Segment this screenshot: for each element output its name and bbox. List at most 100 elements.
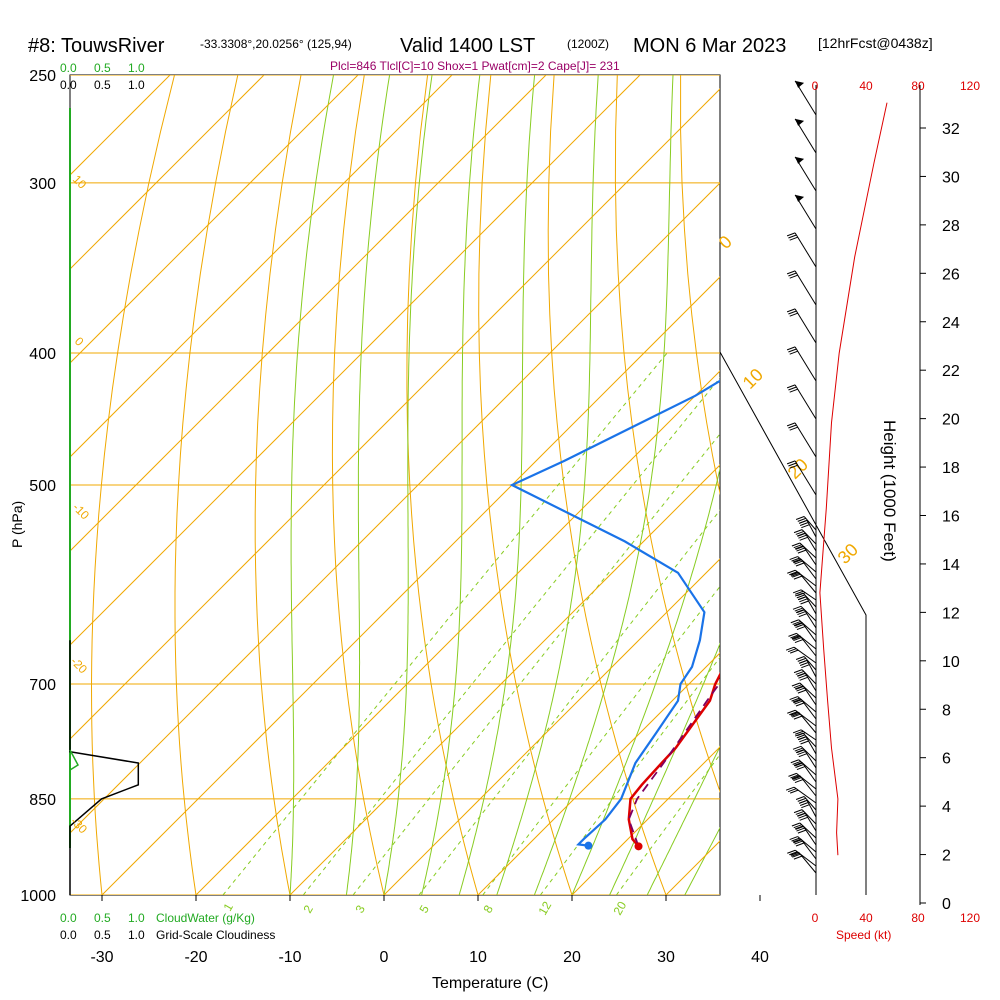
wind-barb-feather <box>787 788 797 793</box>
wind-barb-feather <box>790 774 799 779</box>
wind-barb-feather <box>795 764 804 768</box>
wind-barb-feather <box>789 649 799 654</box>
height-tick-label: 30 <box>942 169 960 186</box>
wind-barb-feather <box>789 711 798 716</box>
wind-barb-feather <box>799 676 808 681</box>
surface-temperature-dot <box>634 842 643 851</box>
wind-barb <box>798 519 817 538</box>
wind-barb-feather <box>799 802 809 806</box>
pressure-ticks: 250 300 400 500 700 850 1000 <box>20 68 56 905</box>
speed-tick: 80 <box>911 911 925 925</box>
height-tick-label: 26 <box>942 266 960 283</box>
pressure-tick-label: 300 <box>29 176 56 193</box>
moist-adiabat-line <box>383 75 433 895</box>
speed-scale-top: 0 40 80 120 <box>812 79 981 93</box>
wind-barb-feather <box>796 687 805 692</box>
wind-barb-feather <box>789 556 798 561</box>
wind-barb-feather <box>799 738 808 743</box>
temperature-tick-label: -10 <box>278 949 301 966</box>
zulu-time: (1200Z) <box>567 37 609 51</box>
cloudiness-tick: 0.5 <box>94 78 111 92</box>
wind-barb-shaft <box>800 838 817 860</box>
wind-barb-feather <box>795 749 805 753</box>
wind-barb <box>794 685 817 706</box>
mixing-ratio-label: 12 <box>535 899 554 918</box>
wind-barb-flag <box>795 80 805 88</box>
wind-barb-feather <box>796 532 806 537</box>
wind-barb <box>791 822 817 839</box>
wind-barb-feather <box>789 789 799 794</box>
wind-barb-feather <box>793 669 803 674</box>
wind-barb-feather <box>788 632 797 637</box>
speed-tick: 0 <box>812 911 819 925</box>
wind-barb-feather <box>795 562 805 567</box>
wind-barb-feather <box>786 346 796 351</box>
dry-adiabat-line <box>90 75 175 895</box>
isotherm-line <box>70 88 720 740</box>
wind-barb-shaft <box>794 346 817 382</box>
wind-barb-feather <box>797 797 806 802</box>
wind-barb-feather <box>788 772 797 777</box>
dry-adiabat-line <box>547 75 667 895</box>
wind-barb-feather <box>794 732 804 737</box>
wind-barb-feather <box>796 734 805 739</box>
wind-barb-feather <box>793 824 802 829</box>
wind-barb-feather <box>793 777 802 782</box>
wind-barb-feather <box>789 236 798 241</box>
wind-barb-shaft <box>801 809 817 825</box>
wind-barb <box>791 775 817 797</box>
wind-barb-feather <box>797 736 807 741</box>
wind-barb-shaft <box>794 308 817 344</box>
cloud-scale-bottom: 0.0 0.5 1.0 CloudWater (g/Kg) 0.0 0.5 1.… <box>60 911 275 942</box>
wind-barb-feather <box>798 519 808 524</box>
wind-barb-feather <box>789 426 798 431</box>
height-tick-label: 14 <box>942 557 960 574</box>
wind-barb-feather <box>797 596 807 601</box>
wind-barb-feather <box>798 659 808 664</box>
wind-barb <box>785 786 817 804</box>
wind-barb-feather <box>789 312 798 317</box>
height-tick-label: 32 <box>942 121 960 138</box>
wind-barb-shaft <box>802 592 817 608</box>
wind-barb-shaft <box>803 516 817 531</box>
wind-barb <box>791 542 817 559</box>
wind-barb <box>796 812 817 832</box>
wind-barb <box>794 118 817 154</box>
temperature-tick-label: 10 <box>469 949 487 966</box>
wind-barb-feather <box>798 799 808 804</box>
wind-barb <box>795 516 817 531</box>
wind-barb-feather <box>789 696 798 701</box>
wind-barb-feather <box>793 839 802 844</box>
wind-barb-feather <box>796 594 805 599</box>
wind-barb-shaft <box>803 609 817 629</box>
mixing-ratio-lines <box>222 352 720 895</box>
wind-barb-feather <box>792 729 802 734</box>
wind-barb <box>786 422 817 458</box>
mixing-ratio-line <box>540 656 720 895</box>
isotherm-label: -30 <box>68 814 90 836</box>
wind-barb <box>796 532 817 552</box>
pressure-tick-label: 400 <box>29 346 56 363</box>
wind-barb-feather <box>796 827 805 832</box>
wind-barb <box>798 799 817 818</box>
moist-adiabat-line <box>646 745 720 895</box>
height-tick-label: 8 <box>942 702 951 719</box>
height-tick-label: 10 <box>942 654 960 671</box>
wind-barb-feather <box>793 637 802 642</box>
wind-barb-feather <box>797 751 806 756</box>
speed-scale-bottom: 0 40 80 120 Speed (kt) <box>812 911 981 942</box>
dry-adiabat-label: 10 <box>739 365 767 393</box>
wind-barb-flag <box>795 156 805 164</box>
wind-barb <box>794 80 817 116</box>
wind-barb-feather <box>788 348 797 353</box>
height-tick-label: 20 <box>942 412 960 429</box>
wind-barb-feather <box>793 559 802 564</box>
wind-barb-feather <box>792 838 802 843</box>
dry-adiabat-label: 0 <box>715 232 736 253</box>
wind-barb-shaft <box>805 736 817 755</box>
wind-barb-shaft <box>801 669 817 685</box>
moist-adiabat-line <box>609 642 720 895</box>
isotherm-line <box>571 746 720 895</box>
wind-barb-shaft <box>804 812 817 832</box>
valid-time: Valid 1400 LST <box>400 35 535 57</box>
